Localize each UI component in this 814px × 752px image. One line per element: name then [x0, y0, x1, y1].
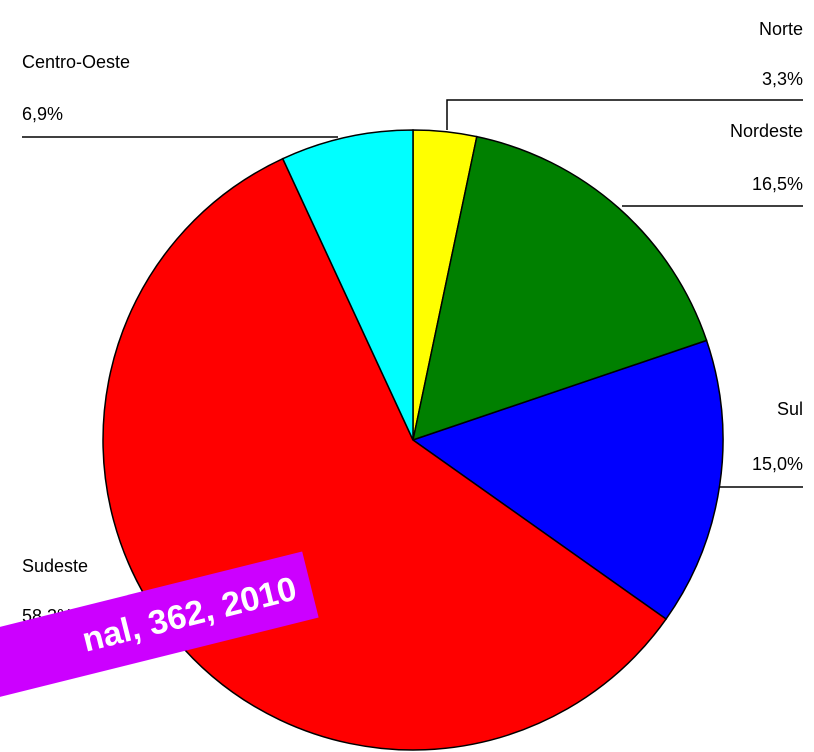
pie-slice — [281, 129, 414, 441]
pie — [102, 129, 724, 751]
slice-value-label: 15,0% — [752, 454, 803, 474]
slice-value-label: 6,9% — [22, 104, 63, 124]
slice-label: Nordeste — [730, 121, 803, 141]
slice-label: Centro-Oeste — [22, 52, 130, 72]
slice-value-label: 3,3% — [762, 69, 803, 89]
banner-background — [0, 551, 319, 711]
slice-label: Norte — [759, 19, 803, 39]
slice-label: Sul — [777, 399, 803, 419]
leader-line — [446, 99, 803, 130]
slice-label: Sudeste — [22, 556, 88, 576]
pie-slice — [411, 135, 708, 442]
pie-slice — [411, 339, 724, 621]
slice-value-label: 16,5% — [752, 174, 803, 194]
labels: Norte3,3%Nordeste16,5%Sul15,0%Sudeste58,… — [22, 19, 803, 626]
